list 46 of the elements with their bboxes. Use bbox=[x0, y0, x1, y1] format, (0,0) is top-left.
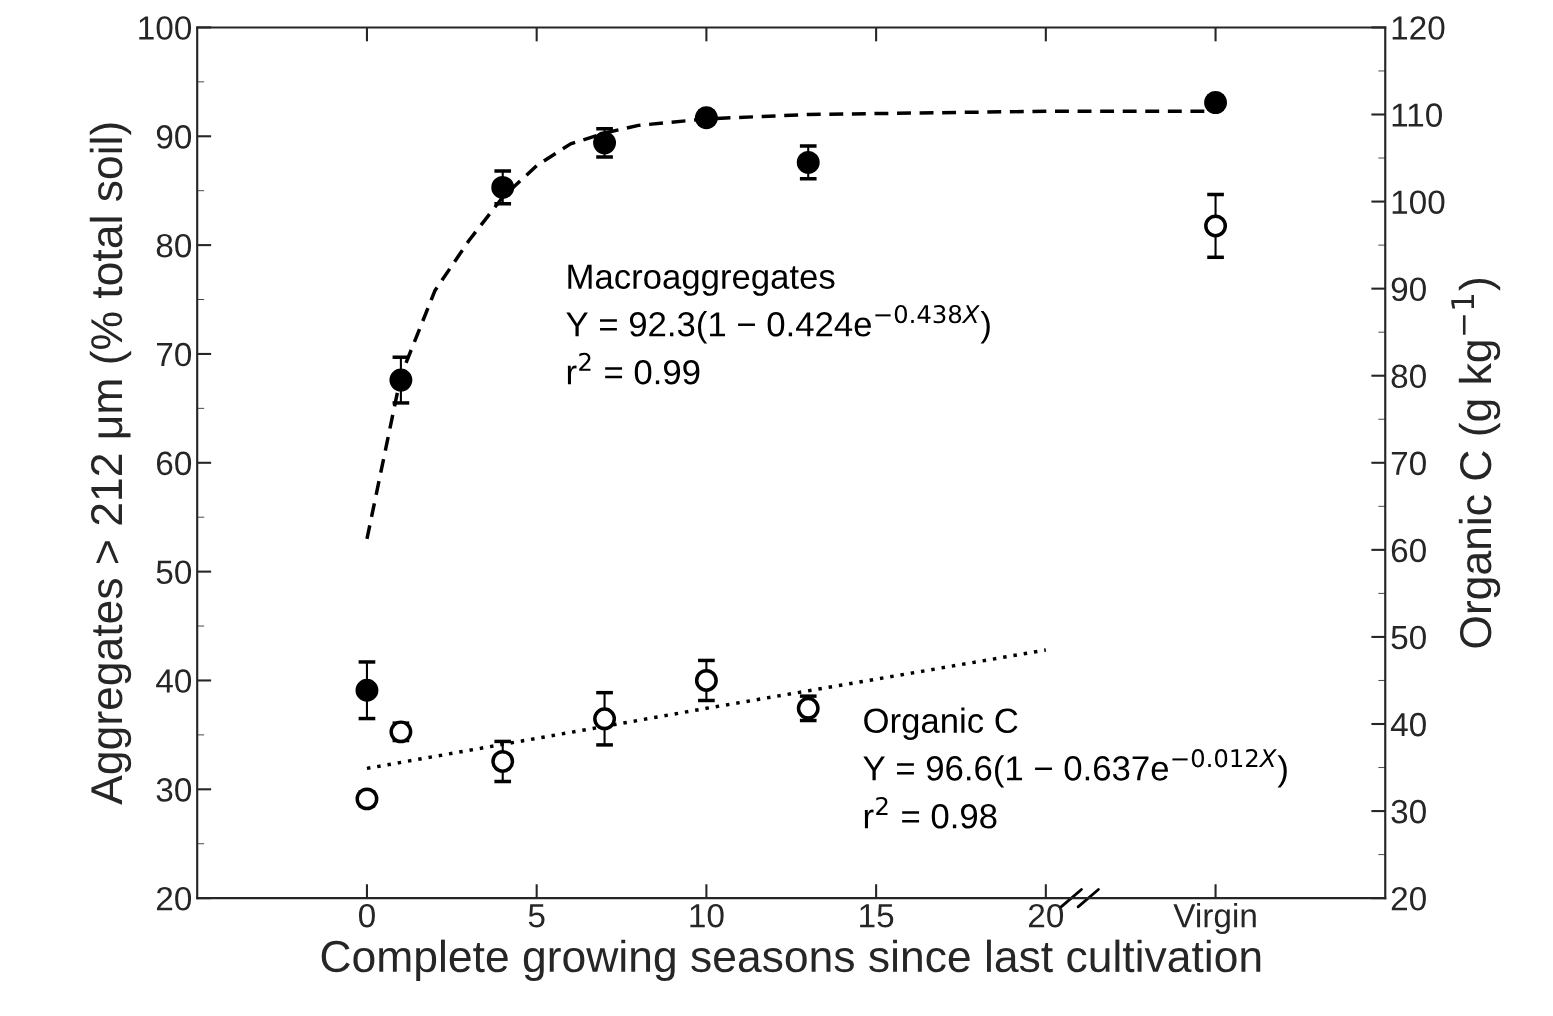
point bbox=[491, 749, 515, 773]
point bbox=[389, 368, 413, 392]
x-tick-label: 20 bbox=[1028, 903, 1064, 928]
point bbox=[355, 678, 379, 702]
point bbox=[1204, 91, 1228, 114]
annotation: r$^{2}$ = 0.98 bbox=[864, 796, 997, 829]
y2-axis-title: Organic C (g kg$^{−1}$) bbox=[1451, 278, 1501, 648]
point bbox=[1204, 214, 1228, 238]
x-tick-label: Virgin bbox=[1173, 903, 1256, 935]
x-axis-title: Complete growing seasons since last cultivation bbox=[321, 939, 1261, 982]
y-tick-label: 100 bbox=[139, 16, 192, 40]
y2-tick-label: 100 bbox=[1392, 190, 1445, 214]
y2-tick-label: 110 bbox=[1392, 103, 1442, 127]
y-tick-label: 60 bbox=[156, 451, 192, 476]
y-axis-title: Aggregates > 212 μm (% total soil) bbox=[89, 123, 132, 805]
y2-tick-label: 70 bbox=[1391, 451, 1426, 476]
y-tick-label: 90 bbox=[156, 125, 192, 149]
y-tick-label: 70 bbox=[157, 342, 192, 367]
y-tick-label: 30 bbox=[156, 778, 192, 802]
y2-tick-label: 50 bbox=[1391, 625, 1426, 650]
annotation: r$^{2}$ = 0.99 bbox=[567, 352, 700, 385]
annotation: Y = 96.6(1 − 0.637e$^{−0.012X}$) bbox=[863, 749, 1287, 788]
text: Macroaggregates bbox=[568, 264, 835, 296]
point bbox=[796, 150, 820, 174]
y2-tick-label: 20 bbox=[1391, 886, 1426, 911]
point bbox=[491, 175, 515, 199]
x-tick-label: 15 bbox=[860, 904, 894, 928]
y2-tick-label: 60 bbox=[1391, 538, 1426, 563]
y-tick-label: 50 bbox=[156, 560, 192, 585]
y2-tick-label: 40 bbox=[1390, 712, 1426, 737]
y2-tick-label: 30 bbox=[1391, 799, 1426, 824]
y2-tick-label: 80 bbox=[1391, 364, 1426, 389]
point bbox=[694, 106, 718, 130]
point bbox=[593, 131, 617, 155]
annotation: Y = 92.3(1 − 0.424e$^{−0.438X}$) bbox=[566, 304, 990, 344]
y2-tick-label: 120 bbox=[1392, 16, 1445, 40]
y-tick-label: 40 bbox=[156, 669, 192, 693]
point bbox=[593, 707, 617, 731]
y-tick-label: 20 bbox=[156, 886, 192, 911]
x-tick-label: 10 bbox=[690, 903, 724, 928]
x-tick-label: 0 bbox=[358, 903, 375, 928]
series-label: Organic C bbox=[864, 707, 1018, 740]
y2-tick-label: 90 bbox=[1391, 277, 1426, 302]
x-tick-label: 5 bbox=[528, 904, 545, 928]
y-tick-label: 80 bbox=[156, 233, 192, 258]
point bbox=[694, 669, 718, 692]
